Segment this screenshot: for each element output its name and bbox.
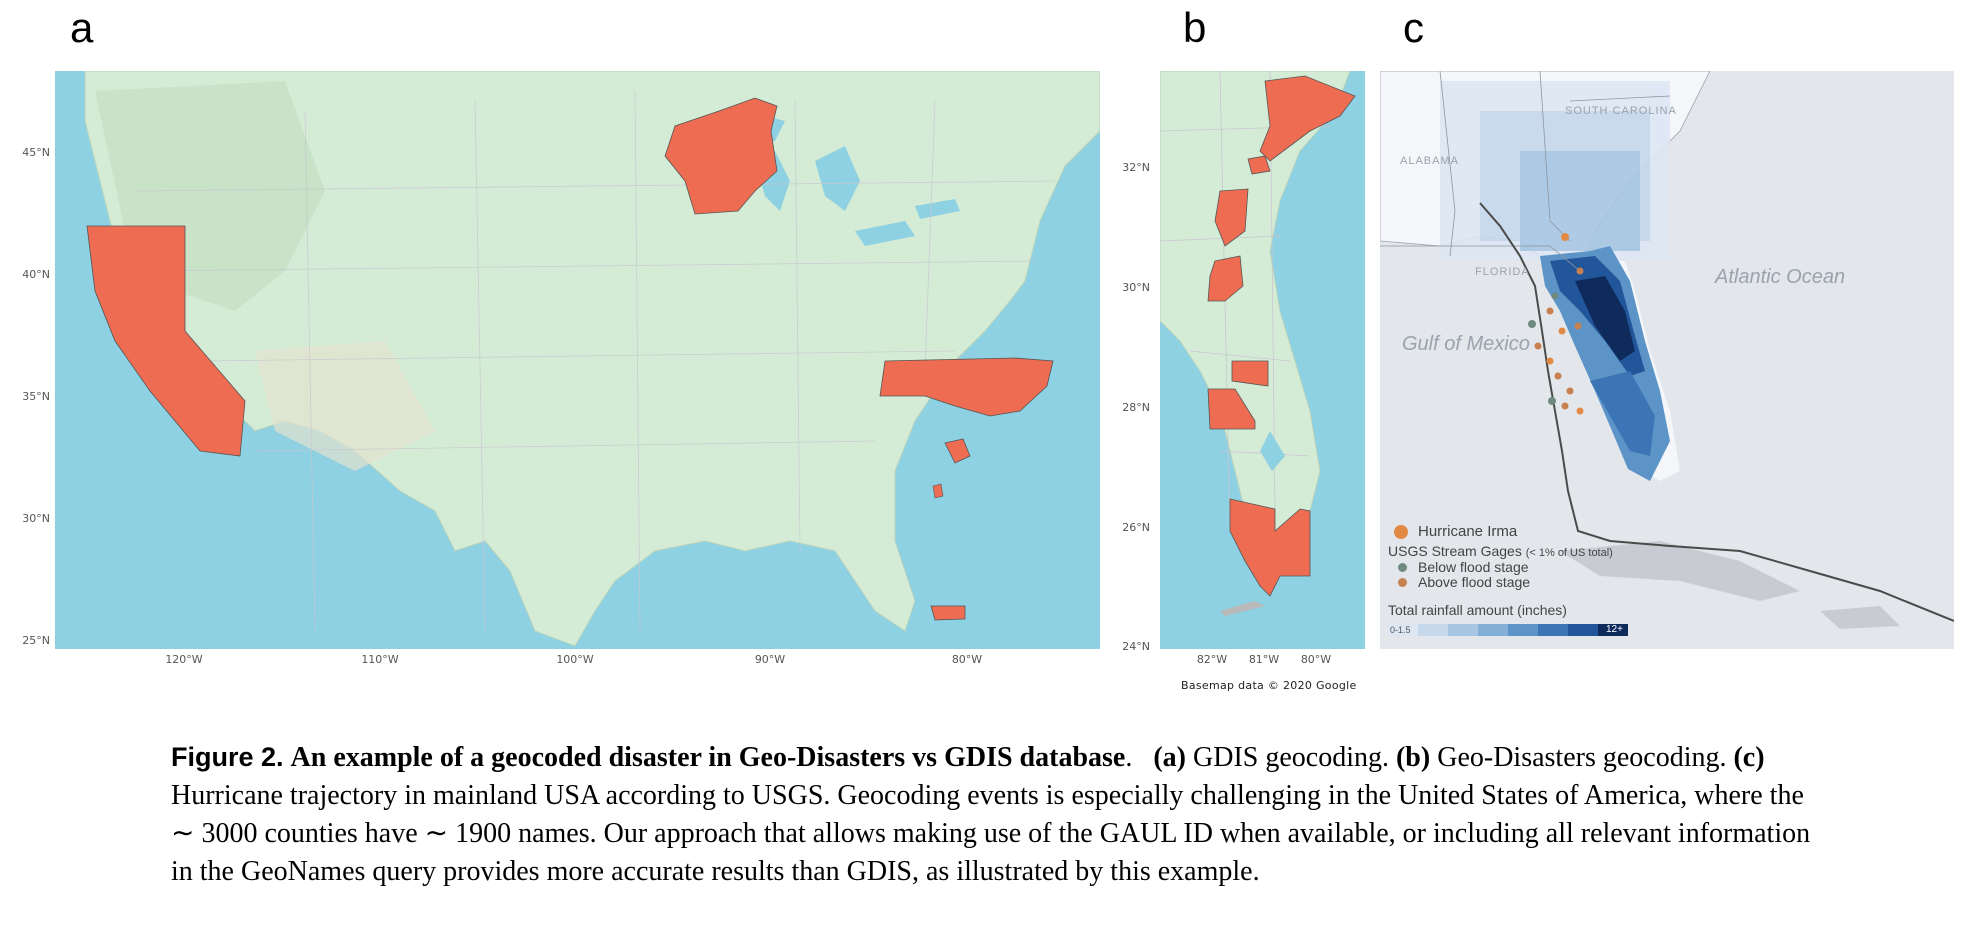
x-tick-label: 110°W bbox=[361, 653, 399, 666]
region-north-central-fl bbox=[1207, 255, 1244, 302]
caption-tag-b: (b) bbox=[1395, 742, 1431, 773]
y-tick-label: 32°N bbox=[1122, 161, 1150, 174]
caption-text-a: GDIS geocoding. bbox=[1186, 742, 1396, 773]
figure-label: Figure 2. bbox=[171, 742, 284, 772]
y-tick-label: 25°N bbox=[22, 634, 50, 647]
x-tick-label: 80°W bbox=[951, 653, 983, 666]
figure-caption: Figure 2. An example of a geocoded disas… bbox=[171, 742, 1811, 887]
y-tick-label: 30°N bbox=[1122, 281, 1150, 294]
gages-title-text: USGS Stream Gages bbox=[1388, 543, 1522, 559]
legend-above-label: Above flood stage bbox=[1418, 574, 1531, 590]
x-tick-label: 120°W bbox=[165, 653, 203, 666]
map-panel-b bbox=[1160, 71, 1365, 649]
x-tick-label: 90°W bbox=[754, 653, 786, 666]
x-tick-label: 100°W bbox=[556, 653, 594, 666]
gages-note-text: (< 1% of US total) bbox=[1525, 547, 1613, 559]
region-coastal-sc bbox=[944, 438, 971, 464]
legend-hurricane-label: Hurricane Irma bbox=[1418, 523, 1518, 540]
basemap-credit: Basemap data © 2020 Google bbox=[1181, 679, 1357, 692]
legend-rainfall-title: Total rainfall amount (inches) bbox=[1388, 602, 1567, 618]
x-tick-label: 80°W bbox=[1300, 653, 1332, 666]
region-georgia-coast bbox=[1259, 75, 1356, 162]
ocean-label: Gulf of Mexico bbox=[1402, 333, 1530, 355]
usa-basemap bbox=[84, 71, 1100, 647]
state-label: FLORIDA bbox=[1475, 266, 1530, 278]
panel-letter-b: b bbox=[1183, 4, 1207, 51]
y-tick-label: 28°N bbox=[1122, 401, 1150, 414]
caption-text-c: Hurricane trajectory in mainland USA acc… bbox=[171, 780, 1811, 887]
florida-basemap bbox=[1160, 71, 1356, 616]
y-tick-label: 24°N bbox=[1122, 640, 1150, 653]
caption-title: An example of a geocoded disaster in Geo… bbox=[290, 742, 1126, 773]
caption-tag-a: (a) bbox=[1153, 742, 1186, 773]
hurricane-legend-icon bbox=[1394, 525, 1408, 539]
above-flood-icon bbox=[1398, 578, 1407, 587]
region-north-carolina bbox=[879, 357, 1054, 417]
y-tick-label: 30°N bbox=[22, 512, 50, 525]
rainfall-legend-bar bbox=[1388, 624, 1628, 636]
legend-below-label: Below flood stage bbox=[1418, 559, 1529, 575]
legend-gages-title: USGS Stream Gages (< 1% of US total) bbox=[1388, 543, 1613, 559]
state-label: ALABAMA bbox=[1400, 155, 1459, 167]
legend-rain-min: 0-1.5 bbox=[1390, 625, 1411, 635]
region-south-florida bbox=[1229, 498, 1311, 597]
y-tick-label: 40°N bbox=[22, 268, 50, 281]
legend-rain-max: 12+ bbox=[1606, 624, 1623, 635]
hurricane-map bbox=[1380, 71, 1954, 636]
caption-tag-c: (c) bbox=[1733, 742, 1765, 773]
caption-text-b: Geo-Disasters geocoding. bbox=[1430, 742, 1734, 773]
x-tick-label: 82°W bbox=[1196, 653, 1228, 666]
region-california bbox=[86, 225, 246, 457]
map-panel-a bbox=[55, 71, 1100, 649]
map-panel-c: SOUTH CAROLINA ALABAMA FLORIDA Atlantic … bbox=[1380, 71, 1954, 649]
panel-letter-a: a bbox=[70, 4, 94, 51]
state-label: SOUTH CAROLINA bbox=[1565, 105, 1677, 117]
below-flood-icon bbox=[1398, 563, 1407, 572]
y-tick-label: 26°N bbox=[1122, 521, 1150, 534]
region-wisconsin bbox=[664, 97, 778, 215]
panel-letter-c: c bbox=[1403, 4, 1424, 51]
y-tick-label: 35°N bbox=[22, 390, 50, 403]
y-tick-label: 45°N bbox=[22, 146, 50, 159]
ocean-label: Atlantic Ocean bbox=[1715, 266, 1846, 288]
region-ne-florida bbox=[1214, 188, 1249, 247]
x-tick-label: 81°W bbox=[1248, 653, 1280, 666]
region-south-florida bbox=[930, 605, 966, 621]
region-coastal-ga bbox=[932, 483, 944, 499]
